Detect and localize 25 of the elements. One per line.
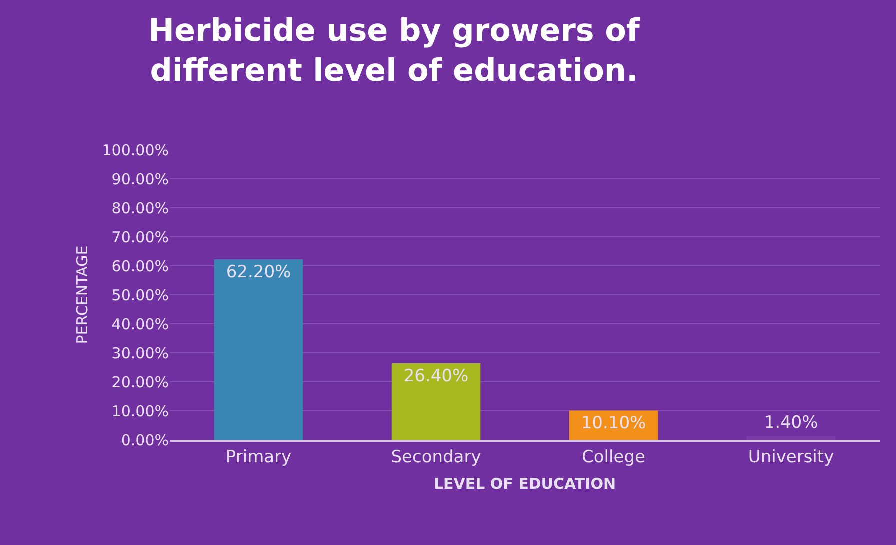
y-tick-label: 50.00% [112, 286, 169, 304]
data-label: 10.10% [581, 414, 646, 434]
x-axis-title: LEVEL OF EDUCATION [434, 474, 616, 493]
bar [214, 260, 304, 440]
x-tick-label: Primary [226, 447, 292, 468]
y-tick-label: 40.00% [112, 315, 169, 334]
x-tick-label: University [748, 447, 834, 468]
data-label: 26.40% [404, 366, 469, 386]
y-tick-label: 20.00% [112, 373, 169, 392]
y-tick-label: 70.00% [112, 228, 169, 246]
y-axis-title: PERCENTAGE [74, 246, 92, 344]
y-tick-label: 10.00% [112, 402, 169, 420]
x-tick-label: College [582, 447, 646, 468]
bar [746, 436, 836, 440]
y-tick-label: 90.00% [112, 170, 169, 188]
y-tick-label: 0.00% [121, 431, 169, 450]
chart-title: Herbicide use by growers of different level of education. [148, 12, 640, 90]
bar [392, 363, 481, 440]
y-tick-label: 100.00% [102, 141, 169, 160]
x-tick-label: Secondary [391, 447, 482, 468]
y-tick-label: 80.00% [112, 199, 169, 218]
y-tick-label: 60.00% [112, 257, 169, 276]
y-tick-label: 30.00% [112, 344, 169, 362]
data-label: 1.40% [764, 412, 818, 433]
data-label: 62.20% [226, 262, 292, 283]
